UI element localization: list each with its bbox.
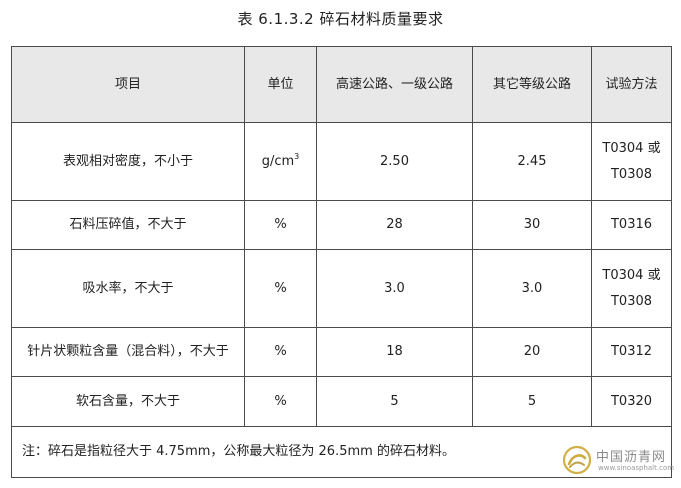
cell-highway: 28 (316, 200, 473, 250)
cell-test-method: T0320 (591, 376, 672, 427)
table-title: 表 6.1.3.2 碎石材料质量要求 (237, 10, 444, 28)
cell-item: 石料压碎值，不大于 (11, 200, 245, 250)
header-item: 项目 (11, 46, 245, 123)
method-line-2: T0308 (610, 166, 653, 182)
sinoasphalt-logo-icon (562, 445, 592, 475)
watermark: 中国沥青网 www.sinoasphalt.com (562, 442, 677, 482)
cell-other-roads: 30 (472, 200, 592, 250)
method-line-1: T0304 或 (602, 267, 661, 283)
method-line-1: T0304 或 (602, 140, 661, 156)
cell-other-roads: 2.45 (472, 122, 592, 201)
cell-test-method: T0316 (591, 200, 672, 250)
cell-unit: g/cm3 (244, 122, 317, 201)
cell-unit: % (244, 327, 317, 377)
table-row: 石料压碎值，不大于 % 28 30 T0316 (11, 200, 672, 250)
method-line-2: T0308 (610, 293, 653, 309)
watermark-name: 中国沥青网 (596, 450, 667, 465)
quality-requirements-table: 项目 单位 高速公路、一级公路 其它等级公路 试验方法 表观相对密度，不小于 g… (11, 46, 672, 478)
table-note-row: 注：碎石是指粒径大于 4.75mm，公称最大粒径为 26.5mm 的碎石材料。 (11, 426, 672, 478)
cell-item: 针片状颗粒含量（混合料），不大于 (11, 327, 245, 377)
table-row: 表观相对密度，不小于 g/cm3 2.50 2.45 T0304 或 T0308 (11, 122, 672, 201)
watermark-url: www.sinoasphalt.com (598, 464, 675, 472)
table-row: 软石含量，不大于 % 5 5 T0320 (11, 376, 672, 427)
cell-test-method: T0312 (591, 327, 672, 377)
header-highway: 高速公路、一级公路 (316, 46, 473, 123)
cell-item: 吸水率，不大于 (11, 249, 245, 328)
cell-test-method: T0304 或 T0308 (591, 249, 672, 328)
cell-test-method: T0304 或 T0308 (591, 122, 672, 201)
table-note: 注：碎石是指粒径大于 4.75mm，公称最大粒径为 26.5mm 的碎石材料。 (11, 426, 672, 478)
cell-unit: % (244, 376, 317, 427)
cell-item: 表观相对密度，不小于 (11, 122, 245, 201)
table-header-row: 项目 单位 高速公路、一级公路 其它等级公路 试验方法 (11, 46, 672, 123)
cell-other-roads: 3.0 (472, 249, 592, 328)
unit-base: g/cm (261, 153, 295, 169)
cell-highway: 5 (316, 376, 473, 427)
cell-highway: 18 (316, 327, 473, 377)
header-test-method: 试验方法 (591, 46, 672, 123)
table-row: 吸水率，不大于 % 3.0 3.0 T0304 或 T0308 (11, 249, 672, 328)
table-row: 针片状颗粒含量（混合料），不大于 % 18 20 T0312 (11, 327, 672, 377)
cell-item: 软石含量，不大于 (11, 376, 245, 427)
header-other-roads: 其它等级公路 (472, 46, 592, 123)
cell-unit: % (244, 249, 317, 328)
cell-other-roads: 5 (472, 376, 592, 427)
cell-highway: 2.50 (316, 122, 473, 201)
cell-other-roads: 20 (472, 327, 592, 377)
unit-superscript: 3 (294, 151, 300, 161)
header-unit: 单位 (244, 46, 317, 123)
cell-highway: 3.0 (316, 249, 473, 328)
cell-unit: % (244, 200, 317, 250)
